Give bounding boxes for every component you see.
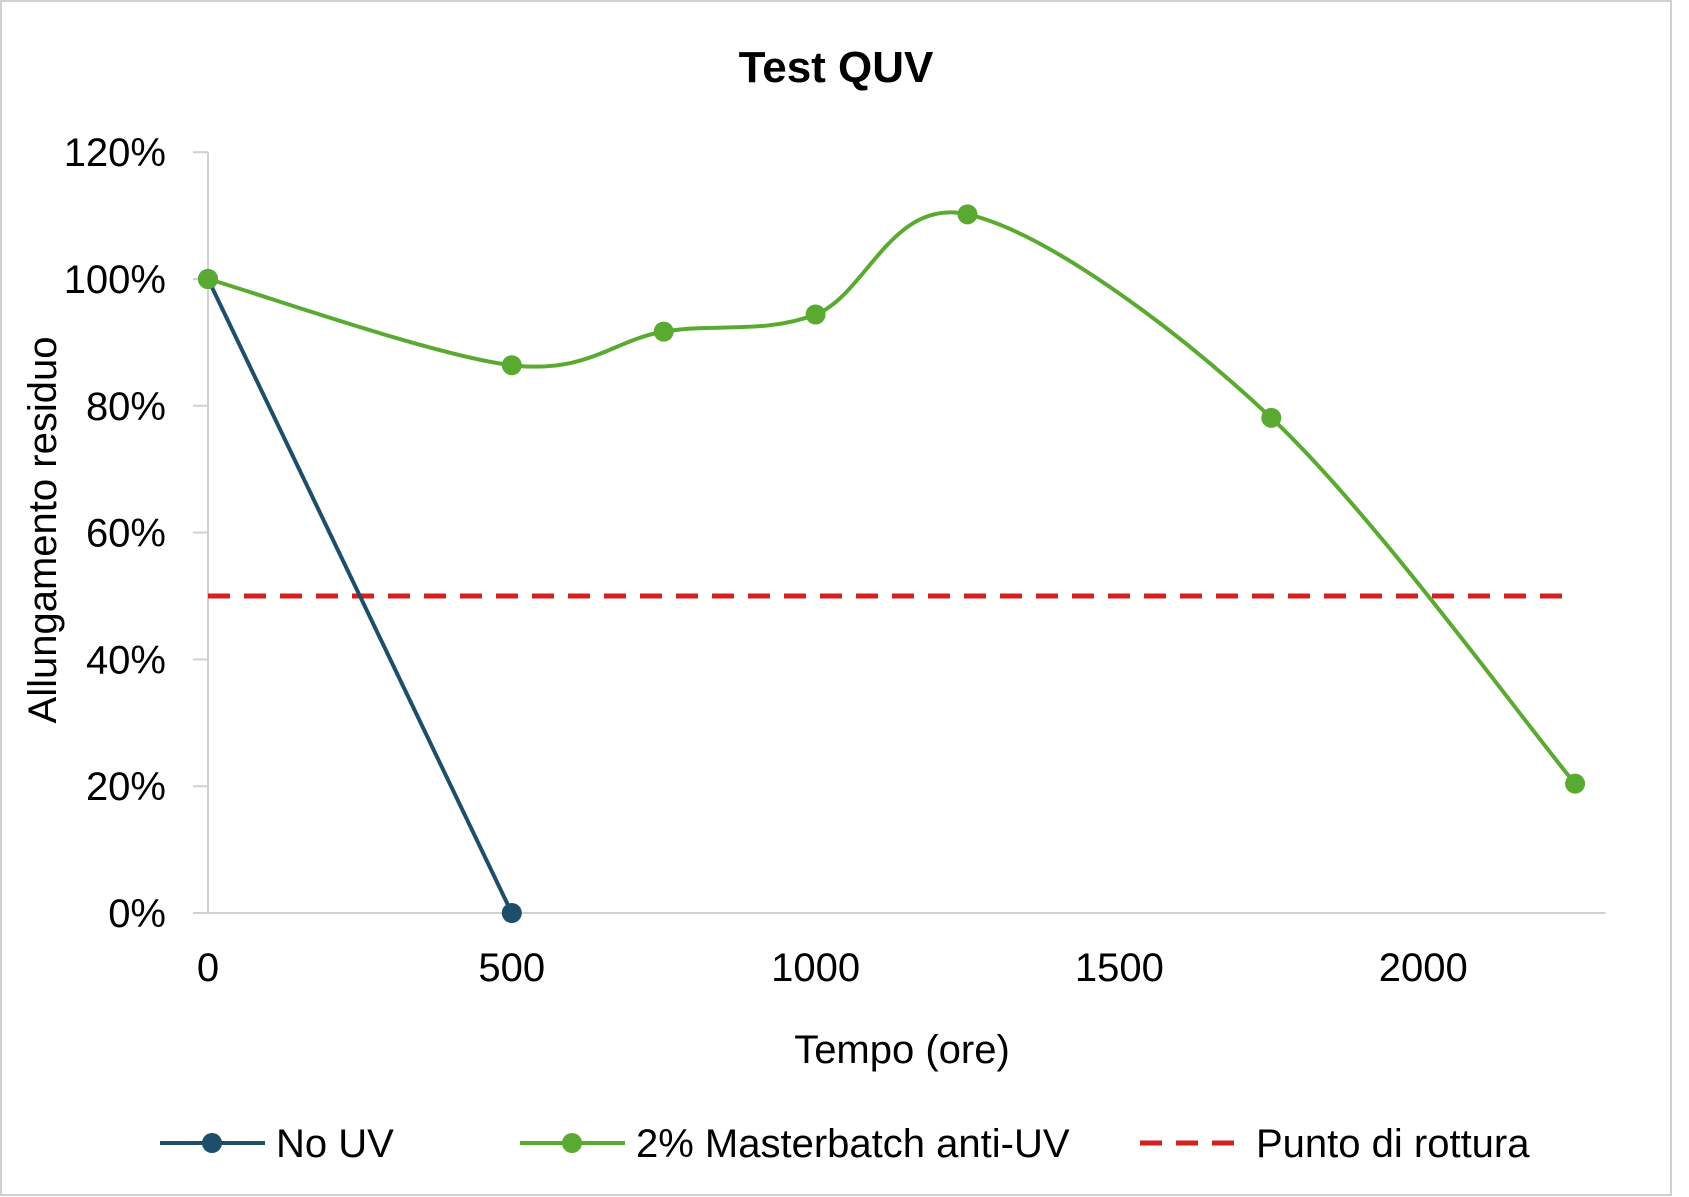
legend-label-2-masterbatch-anti-uv: 2% Masterbatch anti-UV	[636, 1122, 1070, 1166]
data-point-2-masterbatch-anti-uv	[653, 321, 674, 342]
y-tick-label: 100%	[64, 258, 166, 302]
data-point-2-masterbatch-anti-uv	[1261, 407, 1282, 428]
x-tick-label: 0	[197, 946, 219, 990]
legend-marker-2-masterbatch-anti-uv	[562, 1133, 582, 1153]
data-point-2-masterbatch-anti-uv	[957, 204, 978, 225]
data-point-no-uv	[501, 903, 522, 923]
legend-marker-no-uv	[202, 1133, 222, 1153]
data-point-2-masterbatch-anti-uv	[1565, 773, 1586, 794]
y-tick-label: 0%	[108, 892, 166, 936]
series-line-no-uv	[206, 278, 514, 914]
legend: No UV 2% Masterbatch anti-UV Punto di rott…	[160, 1122, 1530, 1166]
legend-label-punto-di-rottura: Punto di rottura	[1256, 1122, 1530, 1166]
y-tick-label: 20%	[86, 765, 166, 809]
x-tick-label: 1500	[1075, 946, 1164, 990]
y-tick-label: 80%	[86, 385, 166, 429]
data-point-2-masterbatch-anti-uv	[805, 304, 826, 325]
chart-title: Test QUV	[739, 43, 934, 92]
x-axis-label: Tempo (ore)	[794, 1028, 1010, 1072]
x-tick-label: 1000	[771, 946, 860, 990]
y-tick-label: 120%	[64, 131, 166, 175]
legend-label-no-uv: No UV	[276, 1122, 394, 1166]
x-tick-label: 500	[478, 946, 545, 990]
data-point-2-masterbatch-anti-uv	[198, 269, 218, 289]
y-axis-label: Allungamento residuo	[21, 337, 65, 724]
y-tick-label: 40%	[86, 638, 166, 682]
y-tick-label: 60%	[86, 512, 166, 556]
x-tick-label: 2000	[1379, 946, 1468, 990]
data-point-2-masterbatch-anti-uv	[501, 355, 522, 376]
